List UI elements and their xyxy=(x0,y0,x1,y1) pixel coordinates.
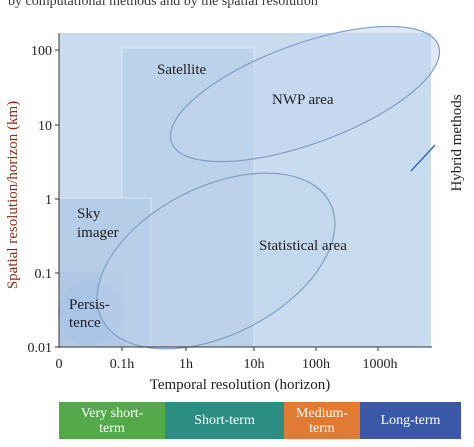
y-tick-label: 0.1 xyxy=(35,267,53,282)
satellite-label: Satellite xyxy=(157,62,206,78)
persistence-region xyxy=(58,281,122,345)
y-axis-ticks xyxy=(55,49,59,348)
x-tick-label: 10h xyxy=(244,357,265,372)
nwp-area-ellipse xyxy=(169,25,441,163)
band-medium-line1: Medium- xyxy=(295,405,349,421)
statistical-area-label: Statistical area xyxy=(259,238,347,254)
sky-imager-label-line1: Sky xyxy=(77,206,101,222)
x-axis-title: Temporal resolution (horizon) xyxy=(150,377,331,393)
x-tick-label: 0.1h xyxy=(110,357,135,372)
x-tick-label: 0 xyxy=(56,357,63,372)
band-short-label: Short-term xyxy=(194,413,255,428)
band-very-short-line2: term xyxy=(99,420,125,436)
nwp-area-label: NWP area xyxy=(272,92,334,108)
band-long-term: Long-term xyxy=(360,402,461,439)
band-medium-line2: term xyxy=(309,420,335,436)
x-tick-label: 100h xyxy=(302,357,330,372)
header-text-fragment: by computational methods and by the spat… xyxy=(8,0,318,9)
band-very-short-line1: Very short- xyxy=(80,405,144,421)
y-tick-label: 10 xyxy=(38,119,52,134)
band-long-label: Long-term xyxy=(380,413,441,428)
y-tick-label: 0.01 xyxy=(28,341,53,356)
hybrid-methods-arrow xyxy=(410,144,436,172)
band-very-short-term: Very short- term xyxy=(59,402,165,439)
band-medium-term: Medium- term xyxy=(284,402,360,439)
x-tick-label: 1000h xyxy=(363,357,398,372)
sky-imager-label-line2: imager xyxy=(77,225,119,241)
hybrid-methods-label: Hybrid methods xyxy=(449,94,465,191)
y-tick-label: 100 xyxy=(31,44,52,59)
persistence-label-line2: tence xyxy=(69,315,101,331)
band-short-term: Short-term xyxy=(165,402,284,439)
x-tick-label: 1h xyxy=(179,357,193,372)
persistence-label-line1: Persis- xyxy=(69,297,110,313)
y-axis-title: Spatial resolution/horizon (km) xyxy=(5,101,21,289)
statistical-area-ellipse xyxy=(96,172,336,350)
y-tick-label: 1 xyxy=(45,193,52,208)
